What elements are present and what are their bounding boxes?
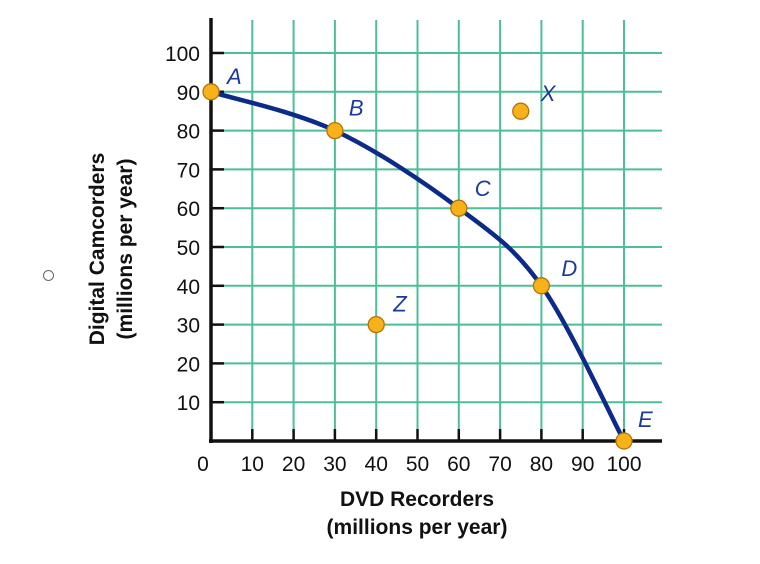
x-tick-label: 70 bbox=[488, 453, 511, 476]
point-label-c: C bbox=[475, 176, 491, 201]
y-axis-units: (millions per year) bbox=[114, 159, 137, 340]
point-c bbox=[450, 199, 468, 217]
x-tick-label: 20 bbox=[282, 453, 305, 476]
point-label-z: Z bbox=[392, 292, 408, 317]
ticks: 0 10 20 30 40 50 60 70 80 90 100 10 20 30 40 50 60 70 80 90… bbox=[165, 43, 642, 476]
y-tick-label: 100 bbox=[165, 43, 200, 66]
point-a bbox=[202, 83, 220, 101]
point-x bbox=[512, 102, 530, 120]
point-label-x: X bbox=[540, 81, 557, 106]
y-tick-label: 10 bbox=[177, 392, 200, 415]
y-tick-label: 30 bbox=[177, 315, 200, 338]
y-tick-label: 60 bbox=[177, 198, 200, 221]
y-axis-title: Digital Camcorders bbox=[86, 153, 109, 346]
x-tick-label: 60 bbox=[447, 453, 470, 476]
y-tick-label: 70 bbox=[177, 159, 200, 182]
point-label-d: D bbox=[561, 256, 577, 281]
x-tick-label: 40 bbox=[365, 453, 388, 476]
x-tick-label: 30 bbox=[323, 453, 346, 476]
point-label-a: A bbox=[225, 64, 242, 89]
y-tick-label: 90 bbox=[177, 82, 200, 105]
x-tick-label: 10 bbox=[241, 453, 264, 476]
points-layer: A B C D E X Z bbox=[202, 64, 653, 450]
x-tick-label: 0 bbox=[197, 453, 209, 476]
x-axis-units: (millions per year) bbox=[327, 516, 508, 539]
x-tick-label: 100 bbox=[606, 453, 641, 476]
point-b bbox=[326, 121, 344, 140]
y-tick-label: 50 bbox=[177, 237, 200, 260]
y-tick-label: 40 bbox=[177, 276, 200, 299]
y-tick-label: 20 bbox=[177, 353, 200, 376]
answer-radio-button[interactable] bbox=[43, 270, 54, 281]
x-axis-title: DVD Recorders bbox=[340, 488, 494, 511]
point-label-e: E bbox=[638, 407, 653, 432]
point-label-b: B bbox=[349, 96, 364, 121]
x-tick-label: 90 bbox=[571, 453, 594, 476]
x-tick-label: 50 bbox=[406, 453, 429, 476]
point-z bbox=[367, 315, 385, 334]
x-tick-label: 80 bbox=[530, 453, 553, 476]
point-d bbox=[532, 277, 551, 295]
point-e bbox=[615, 432, 633, 450]
y-tick-label: 80 bbox=[177, 121, 200, 144]
